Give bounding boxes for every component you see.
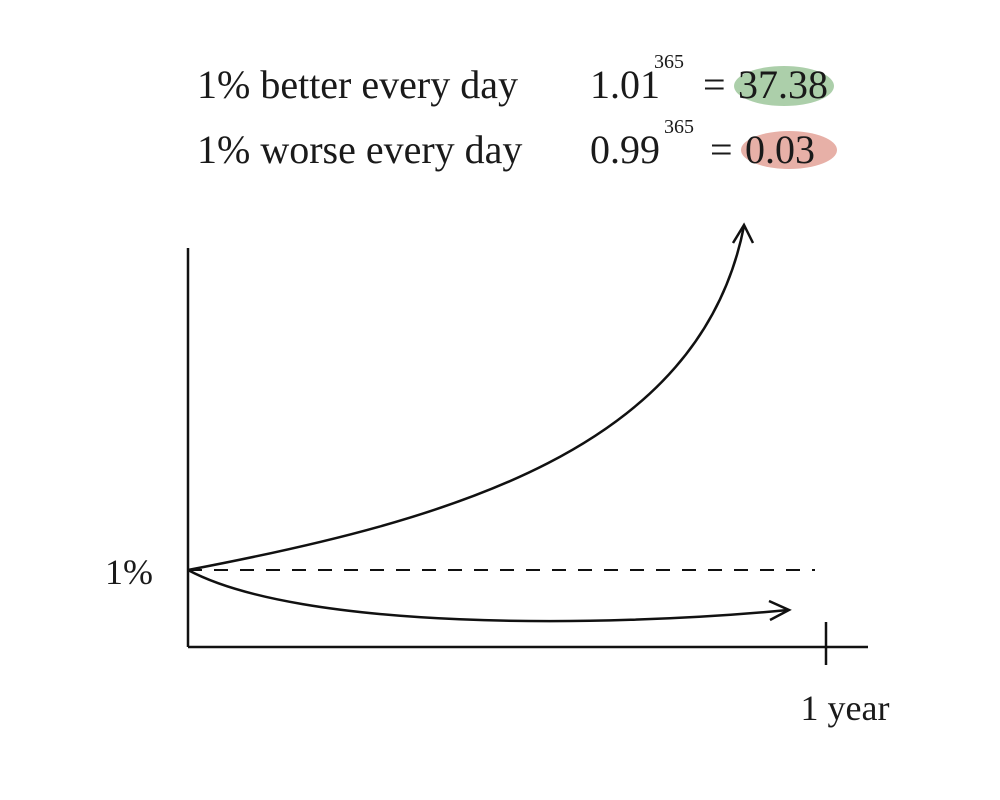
formula-label: 1% worse every day (197, 127, 522, 172)
y-label: 1% (105, 552, 153, 592)
highlight-red (741, 131, 837, 169)
highlight-green (734, 66, 834, 106)
formula-result: 37.38 (738, 62, 828, 107)
formula-result: 0.03 (745, 127, 815, 172)
decline-curve (187, 568, 789, 623)
formula-base: 0.99 (590, 127, 660, 172)
growth-curve (187, 225, 746, 572)
formula-exponent: 365 (654, 51, 684, 73)
formula-base: 1.01 (590, 62, 660, 107)
formula-label: 1% better every day (197, 62, 518, 107)
formula-exponent: 365 (664, 116, 694, 138)
arrowhead (731, 222, 755, 244)
formula-equals: = (703, 62, 726, 107)
arrowhead (768, 599, 792, 622)
formula-equals: = (710, 127, 733, 172)
x-label: 1 year (801, 688, 890, 728)
